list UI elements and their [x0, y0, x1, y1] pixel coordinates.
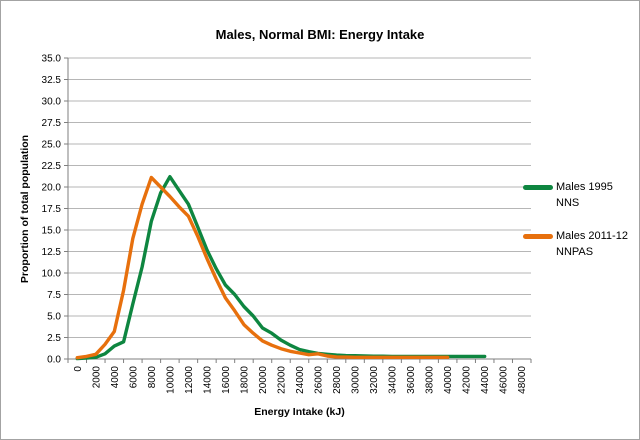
x-tick-label: 6000: [128, 366, 139, 389]
y-tick-label: 5.0: [47, 312, 61, 323]
y-tick-labels: 0.0 2.5 5.0 7.5 10.0 12.5 15.0 17.5 20.0 22.5 25.0…: [42, 54, 62, 366]
x-tick-label: 40000: [443, 366, 454, 394]
x-axis-title: Energy Intake (kJ): [254, 406, 345, 418]
legend-label: Males 2011-12 NNPAS: [556, 229, 628, 258]
series-males-2011-12-nnpas: [75, 175, 450, 360]
gridlines: [68, 57, 531, 338]
x-tick-label: 16000: [221, 366, 232, 394]
y-tick-label: 7.5: [47, 290, 61, 301]
legend-swatch-icon: [523, 233, 553, 239]
x-tick-label: 46000: [499, 366, 510, 394]
y-tick-label: 10.0: [42, 269, 62, 280]
x-tick-label: 0: [73, 366, 84, 372]
x-tick-label: 48000: [517, 366, 528, 394]
x-tick-label: 32000: [369, 366, 380, 394]
x-tick-label: 44000: [480, 366, 491, 394]
y-tick-label: 30.0: [42, 97, 62, 108]
x-tick-label: 22000: [276, 366, 287, 394]
x-tick-label: 26000: [314, 366, 325, 394]
y-tick-label: 25.0: [42, 140, 62, 151]
x-tick-label: 8000: [147, 366, 158, 389]
legend: Males 1995 NNS Males 2011-12 NNPAS: [523, 180, 639, 261]
x-tick-label: 30000: [351, 366, 362, 394]
tick-marks: [64, 57, 532, 363]
legend-entry-males-2011-12-nnpas: Males 2011-12 NNPAS: [523, 229, 639, 261]
series-males-1995-nns: [75, 174, 487, 361]
y-axis-title: Proportion of total population: [19, 134, 31, 284]
x-tick-label: 2000: [91, 366, 102, 389]
x-tick-label: 38000: [425, 366, 436, 394]
x-tick-label: 24000: [295, 366, 306, 394]
x-tick-label: 18000: [239, 366, 250, 394]
x-tick-label: 14000: [202, 366, 213, 394]
x-tick-label: 12000: [184, 366, 195, 394]
y-tick-label: 2.5: [47, 333, 61, 344]
y-tick-label: 35.0: [42, 54, 62, 65]
y-tick-label: 0.0: [47, 355, 61, 366]
y-tick-label: 12.5: [42, 247, 62, 258]
x-tick-label: 4000: [110, 366, 121, 389]
y-tick-label: 17.5: [42, 204, 62, 215]
y-tick-label: 15.0: [42, 226, 62, 237]
x-tick-label: 34000: [388, 366, 399, 394]
x-tick-labels: 0 2000 4000 6000 8000 10000 12000 14000 16000 180…: [73, 366, 528, 394]
legend-label: Males 1995 NNS: [556, 181, 613, 209]
x-tick-label: 10000: [165, 366, 176, 394]
x-tick-label: 20000: [258, 366, 269, 394]
y-tick-label: 27.5: [42, 118, 62, 129]
legend-swatch-icon: [523, 185, 553, 190]
x-tick-label: 36000: [406, 366, 417, 394]
y-tick-label: 32.5: [42, 75, 62, 86]
y-tick-label: 22.5: [42, 161, 62, 172]
x-tick-label: 28000: [332, 366, 343, 394]
x-tick-label: 42000: [462, 366, 473, 394]
y-tick-label: 20.0: [42, 183, 62, 194]
legend-entry-males-1995-nns: Males 1995 NNS: [523, 180, 639, 212]
chart-title: Males, Normal BMI: Energy Intake: [215, 27, 425, 42]
